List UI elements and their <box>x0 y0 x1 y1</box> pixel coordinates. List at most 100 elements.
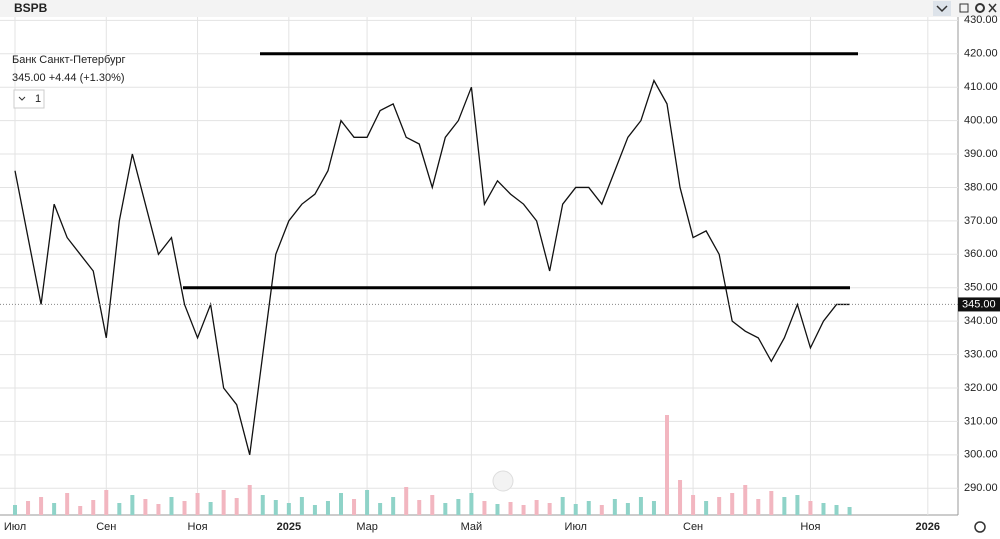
volume-bar <box>586 501 591 515</box>
volume-bar <box>508 502 513 515</box>
x-tick-label: Ноя <box>800 521 820 533</box>
volume-bar <box>821 503 826 515</box>
x-tick-label: Мар <box>356 521 378 533</box>
y-tick-label: 430.00 <box>964 14 998 26</box>
y-tick-label: 410.00 <box>964 81 998 93</box>
volume-bar <box>117 503 122 515</box>
last-price-tag <box>958 297 1000 312</box>
volume-bar <box>638 497 643 515</box>
x-tick-label: Май <box>461 521 483 533</box>
y-tick-label: 320.00 <box>964 382 998 394</box>
settings-icon[interactable] <box>974 521 986 533</box>
x-tick-label: Июл <box>4 521 26 533</box>
x-tick-label: 2026 <box>916 521 940 533</box>
volume-bar <box>782 497 787 515</box>
volume-bar <box>795 495 800 515</box>
y-tick-label: 390.00 <box>964 148 998 160</box>
volume-bar <box>651 501 656 515</box>
ticker: BSPB <box>14 1 48 15</box>
y-tick-label: 370.00 <box>964 215 998 227</box>
volume-bar <box>352 499 357 515</box>
volume-bar <box>573 504 578 515</box>
volume-bar <box>143 499 148 515</box>
interval: 1 <box>35 93 41 105</box>
volume-bar <box>78 506 83 515</box>
last-price-label: 345.00 <box>962 298 996 310</box>
volume-bar <box>13 505 17 515</box>
volume-bar <box>169 497 174 515</box>
volume-bar <box>769 491 774 515</box>
volume-bar <box>625 503 630 515</box>
reset-button[interactable] <box>492 470 514 492</box>
volume-bar <box>260 495 265 515</box>
y-tick-label: 340.00 <box>964 315 998 327</box>
chevron-icon <box>936 5 948 13</box>
volume-bar <box>495 504 500 515</box>
volume-bar <box>404 487 409 515</box>
collapse-button[interactable] <box>933 1 951 16</box>
volume-bar <box>665 415 669 515</box>
volume-bar <box>286 503 291 515</box>
x-tick-label: 2025 <box>277 521 301 533</box>
volume-bar <box>743 485 748 515</box>
volume-bar <box>430 495 435 515</box>
volume-bar <box>65 493 70 515</box>
y-tick-label: 310.00 <box>964 415 998 427</box>
volume-bar <box>730 493 735 515</box>
volume-bar <box>339 493 343 515</box>
y-tick-label: 300.00 <box>964 449 998 461</box>
volume-bar <box>443 503 448 515</box>
volume-bar <box>599 505 604 515</box>
volume-bar <box>391 497 396 515</box>
volume-bar <box>547 503 552 515</box>
volume-bar <box>26 501 31 515</box>
volume-bar <box>482 501 487 515</box>
volume-bar <box>521 505 526 515</box>
volume-bar <box>417 500 422 515</box>
volume-bar <box>612 499 617 515</box>
close-icon[interactable] <box>988 3 997 13</box>
volume-bar <box>378 503 383 515</box>
volume-bar <box>234 498 239 515</box>
x-tick-label: Сен <box>96 521 116 533</box>
window-icon[interactable] <box>959 3 969 13</box>
security-name: Банк Санкт-Петербург <box>12 54 126 66</box>
volume-bar <box>312 505 317 515</box>
volume-bar <box>247 485 252 515</box>
volume-bar <box>678 480 683 515</box>
y-tick-label: 330.00 <box>964 348 998 360</box>
volume-bar <box>469 493 474 515</box>
volume-bar <box>691 495 696 515</box>
y-tick-label: 360.00 <box>964 248 998 260</box>
chevron-icon <box>18 96 26 101</box>
volume-bar <box>847 507 852 515</box>
quote: 345.00 +4.44 (+1.30%) <box>12 72 125 84</box>
volume-bar <box>808 501 813 515</box>
x-tick-label: Ноя <box>188 521 208 533</box>
settings-icon[interactable] <box>975 3 985 13</box>
y-tick-label: 420.00 <box>964 48 998 60</box>
volume-bar <box>534 500 539 515</box>
volume-bar <box>325 501 330 515</box>
y-tick-label: 400.00 <box>964 115 998 127</box>
volume-bar <box>39 497 44 515</box>
volume-bar <box>704 501 709 515</box>
volume-bar <box>104 490 109 515</box>
plot <box>0 17 958 515</box>
volume-bar <box>717 497 722 515</box>
volume-bar <box>208 502 213 515</box>
volume-bar <box>221 490 226 515</box>
volume-bar <box>91 500 96 515</box>
volume-bar <box>456 499 461 515</box>
y-tick-label: 380.00 <box>964 181 998 193</box>
volume-bar <box>182 501 187 515</box>
x-tick-label: Сен <box>683 521 703 533</box>
x-tick-label: Июл <box>565 521 587 533</box>
volume-bar <box>299 497 304 515</box>
toolbar <box>0 0 1000 17</box>
volume-bar <box>365 490 370 515</box>
volume-bar <box>130 495 135 515</box>
interval-button[interactable] <box>13 89 45 109</box>
price-line <box>14 78 850 456</box>
